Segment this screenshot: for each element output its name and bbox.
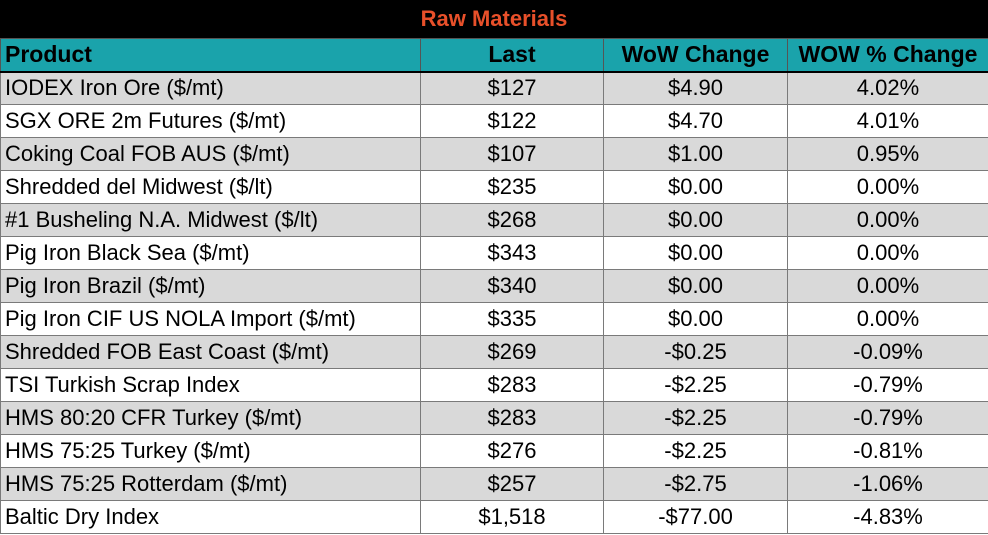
last-cell: $276 bbox=[420, 434, 604, 468]
wow-pct-cell: 0.00% bbox=[787, 203, 988, 237]
last-cell: $283 bbox=[420, 368, 604, 402]
wow-pct-cell: -4.83% bbox=[787, 500, 988, 534]
product-cell: Coking Coal FOB AUS ($/mt) bbox=[0, 137, 421, 171]
wow-change-cell: -$0.25 bbox=[603, 335, 788, 369]
product-cell: Pig Iron Black Sea ($/mt) bbox=[0, 236, 421, 270]
wow-change-cell: $1.00 bbox=[603, 137, 788, 171]
wow-pct-cell: 0.00% bbox=[787, 269, 988, 303]
last-cell: $335 bbox=[420, 302, 604, 336]
product-cell: IODEX Iron Ore ($/mt) bbox=[0, 71, 421, 105]
wow-change-cell: -$2.25 bbox=[603, 368, 788, 402]
product-cell: Shredded del Midwest ($/lt) bbox=[0, 170, 421, 204]
product-cell: #1 Busheling N.A. Midwest ($/lt) bbox=[0, 203, 421, 237]
column-header-last: Last bbox=[420, 38, 604, 73]
product-cell: Pig Iron Brazil ($/mt) bbox=[0, 269, 421, 303]
table-row: HMS 80:20 CFR Turkey ($/mt) $283 -$2.25 … bbox=[0, 401, 988, 435]
table-row: HMS 75:25 Rotterdam ($/mt) $257 -$2.75 -… bbox=[0, 467, 988, 501]
column-header-wow-pct-change: WOW % Change bbox=[787, 38, 988, 73]
product-cell: HMS 75:25 Rotterdam ($/mt) bbox=[0, 467, 421, 501]
column-header-wow-change: WoW Change bbox=[603, 38, 788, 73]
table-row: IODEX Iron Ore ($/mt) $127 $4.90 4.02% bbox=[0, 71, 988, 105]
table-row: HMS 75:25 Turkey ($/mt) $276 -$2.25 -0.8… bbox=[0, 434, 988, 468]
table-row: Coking Coal FOB AUS ($/mt) $107 $1.00 0.… bbox=[0, 137, 988, 171]
wow-pct-cell: -0.81% bbox=[787, 434, 988, 468]
table-row: Pig Iron Brazil ($/mt) $340 $0.00 0.00% bbox=[0, 269, 988, 303]
wow-change-cell: -$77.00 bbox=[603, 500, 788, 534]
product-cell: TSI Turkish Scrap Index bbox=[0, 368, 421, 402]
product-cell: Baltic Dry Index bbox=[0, 500, 421, 534]
wow-change-cell: $0.00 bbox=[603, 203, 788, 237]
table-row: Baltic Dry Index $1,518 -$77.00 -4.83% bbox=[0, 500, 988, 534]
wow-pct-cell: 0.00% bbox=[787, 170, 988, 204]
column-header-product: Product bbox=[0, 38, 421, 73]
last-cell: $122 bbox=[420, 104, 604, 138]
wow-change-cell: -$2.25 bbox=[603, 401, 788, 435]
wow-pct-cell: -1.06% bbox=[787, 467, 988, 501]
wow-pct-cell: -0.09% bbox=[787, 335, 988, 369]
wow-change-cell: -$2.25 bbox=[603, 434, 788, 468]
product-cell: HMS 80:20 CFR Turkey ($/mt) bbox=[0, 401, 421, 435]
table-row: TSI Turkish Scrap Index $283 -$2.25 -0.7… bbox=[0, 368, 988, 402]
table-row: Pig Iron Black Sea ($/mt) $343 $0.00 0.0… bbox=[0, 236, 988, 270]
raw-materials-table: Product Last WoW Change WOW % Change IOD… bbox=[0, 38, 988, 534]
table-title: Raw Materials bbox=[0, 0, 988, 38]
wow-change-cell: $0.00 bbox=[603, 269, 788, 303]
header-row: Product Last WoW Change WOW % Change bbox=[0, 38, 988, 73]
wow-change-cell: $4.70 bbox=[603, 104, 788, 138]
last-cell: $107 bbox=[420, 137, 604, 171]
last-cell: $257 bbox=[420, 467, 604, 501]
wow-pct-cell: 4.02% bbox=[787, 71, 988, 105]
wow-change-cell: -$2.75 bbox=[603, 467, 788, 501]
product-cell: Shredded FOB East Coast ($/mt) bbox=[0, 335, 421, 369]
table-row: Shredded del Midwest ($/lt) $235 $0.00 0… bbox=[0, 170, 988, 204]
wow-change-cell: $0.00 bbox=[603, 170, 788, 204]
wow-pct-cell: 0.00% bbox=[787, 236, 988, 270]
wow-pct-cell: 0.95% bbox=[787, 137, 988, 171]
last-cell: $235 bbox=[420, 170, 604, 204]
product-cell: Pig Iron CIF US NOLA Import ($/mt) bbox=[0, 302, 421, 336]
last-cell: $340 bbox=[420, 269, 604, 303]
table-row: #1 Busheling N.A. Midwest ($/lt) $268 $0… bbox=[0, 203, 988, 237]
table-row: Pig Iron CIF US NOLA Import ($/mt) $335 … bbox=[0, 302, 988, 336]
product-cell: HMS 75:25 Turkey ($/mt) bbox=[0, 434, 421, 468]
wow-pct-cell: -0.79% bbox=[787, 401, 988, 435]
last-cell: $283 bbox=[420, 401, 604, 435]
last-cell: $343 bbox=[420, 236, 604, 270]
product-cell: SGX ORE 2m Futures ($/mt) bbox=[0, 104, 421, 138]
wow-pct-cell: 4.01% bbox=[787, 104, 988, 138]
last-cell: $1,518 bbox=[420, 500, 604, 534]
table-row: SGX ORE 2m Futures ($/mt) $122 $4.70 4.0… bbox=[0, 104, 988, 138]
wow-pct-cell: 0.00% bbox=[787, 302, 988, 336]
wow-change-cell: $0.00 bbox=[603, 236, 788, 270]
wow-pct-cell: -0.79% bbox=[787, 368, 988, 402]
wow-change-cell: $4.90 bbox=[603, 71, 788, 105]
last-cell: $127 bbox=[420, 71, 604, 105]
wow-change-cell: $0.00 bbox=[603, 302, 788, 336]
last-cell: $269 bbox=[420, 335, 604, 369]
last-cell: $268 bbox=[420, 203, 604, 237]
table-row: Shredded FOB East Coast ($/mt) $269 -$0.… bbox=[0, 335, 988, 369]
